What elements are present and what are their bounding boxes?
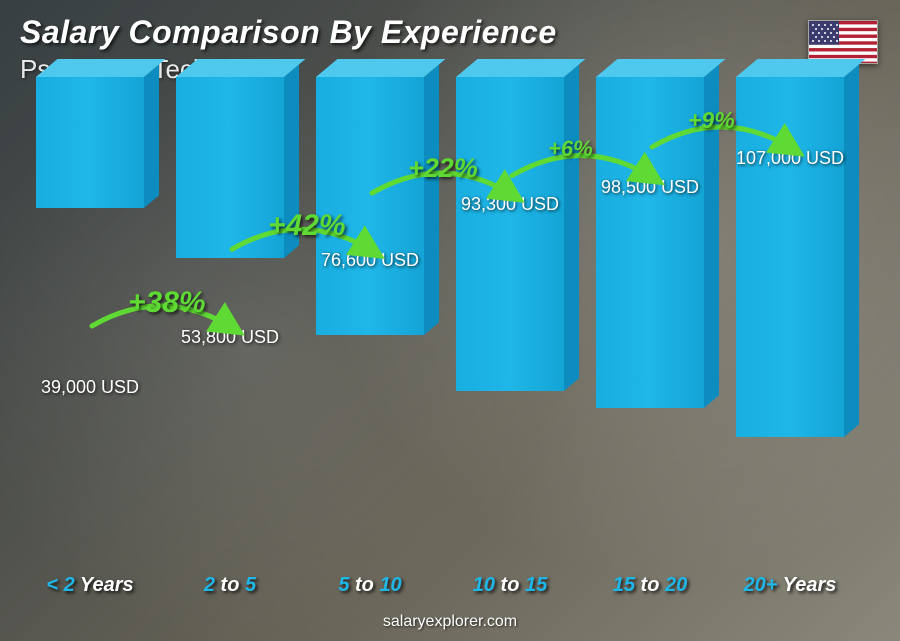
bar-value-label: 98,500 USD (601, 177, 699, 198)
bar-value-label: 76,600 USD (321, 250, 419, 271)
bar-value-label: 107,000 USD (736, 148, 844, 169)
chart-title: Salary Comparison By Experience (20, 14, 557, 51)
bar-1: 53,800 USD (160, 77, 300, 567)
footer-source: salaryexplorer.com (0, 613, 900, 631)
x-label: < 2 Years (20, 574, 160, 597)
bar-value-label: 39,000 USD (41, 377, 139, 398)
bar-3: 93,300 USD (440, 77, 580, 567)
bar-2: 76,600 USD (300, 77, 440, 567)
bar-value-label: 53,800 USD (181, 327, 279, 348)
bar-0: 39,000 USD (20, 77, 160, 567)
x-label: 10 to 15 (440, 574, 580, 597)
x-label: 5 to 10 (300, 574, 440, 597)
bar-value-label: 93,300 USD (461, 194, 559, 215)
x-label: 2 to 5 (160, 574, 300, 597)
bar-5: 107,000 USD (720, 77, 860, 567)
us-flag-icon (808, 20, 878, 64)
bar-chart: 39,000 USD 53,800 USD 76,600 USD 93,300 USD… (20, 77, 860, 597)
x-label: 20+ Years (720, 574, 860, 597)
bars-container: 39,000 USD 53,800 USD 76,600 USD 93,300 USD… (20, 77, 860, 567)
x-label: 15 to 20 (580, 574, 720, 597)
x-labels: < 2 Years2 to 55 to 1010 to 1515 to 2020… (20, 574, 860, 597)
bar-4: 98,500 USD (580, 77, 720, 567)
infographic-stage: Salary Comparison By Experience Psychiat… (0, 0, 900, 641)
